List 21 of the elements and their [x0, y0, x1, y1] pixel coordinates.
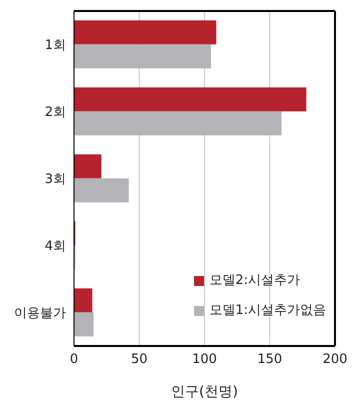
x-tick-label: 150 [257, 352, 282, 368]
bar [74, 111, 282, 136]
bar [74, 87, 306, 112]
x-axis-title: 인구(천명) [171, 384, 238, 400]
bar [74, 44, 212, 68]
y-tick-label: 2회 [44, 105, 66, 120]
bar [74, 312, 94, 336]
bar [74, 20, 216, 44]
bar [74, 288, 92, 312]
bar [74, 178, 129, 202]
y-tick-label: 3회 [44, 172, 66, 188]
y-tick-label: 1회 [44, 38, 66, 54]
x-tick-label: 100 [192, 352, 217, 368]
x-tick-label: 50 [130, 352, 148, 368]
bar [74, 154, 102, 178]
legend-label: 모델2:시설추가 [209, 272, 300, 290]
x-tick-label: 0 [70, 352, 78, 368]
legend-label: 모델1:시설추가없음 [209, 302, 326, 320]
x-tick-label: 200 [322, 352, 348, 368]
y-tick-label: 4회 [44, 239, 66, 254]
y-tick-label: 이용불가 [14, 306, 66, 322]
